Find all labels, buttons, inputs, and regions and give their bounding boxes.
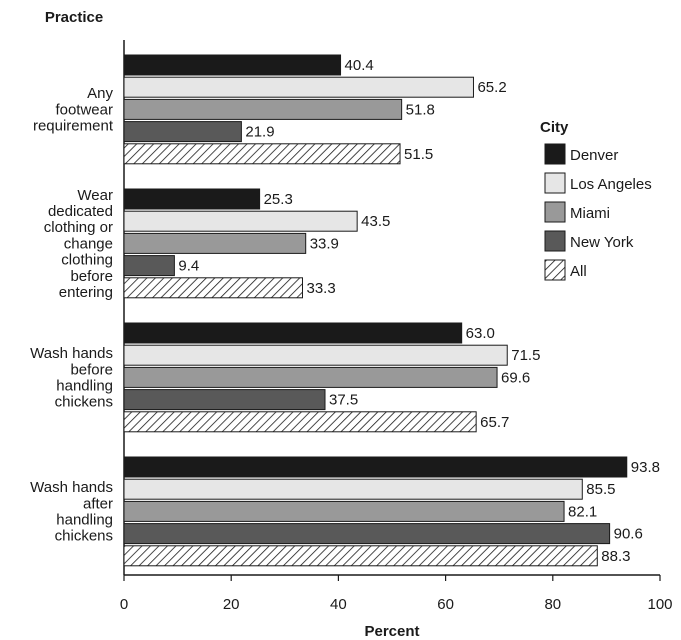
data-label: 69.6: [501, 369, 530, 386]
x-tick-label: 100: [647, 596, 672, 613]
legend-swatch-new-york: [544, 230, 566, 252]
bar-new-york: [123, 523, 611, 545]
category-label: chickens: [55, 528, 113, 545]
bar-new-york: [123, 389, 326, 411]
category-label: entering: [59, 284, 113, 301]
legend-label: New York: [570, 234, 634, 251]
legend-swatch-all: [544, 259, 566, 281]
data-label: 37.5: [329, 392, 358, 409]
x-axis-title: Percent: [364, 623, 419, 640]
bar-denver: [123, 54, 342, 76]
bar-all: [123, 277, 303, 299]
category-label: change: [64, 235, 113, 252]
y-axis-title: Practice: [45, 9, 103, 26]
x-tick-label: 20: [223, 596, 240, 613]
data-label: 25.3: [264, 191, 293, 208]
x-tick-label: 80: [544, 596, 561, 613]
data-label: 65.2: [477, 79, 506, 96]
data-label: 65.7: [480, 414, 509, 431]
bar-los-angeles: [123, 344, 508, 366]
bar-miami: [123, 500, 565, 522]
category-label: after: [83, 495, 113, 512]
bar-miami: [123, 98, 403, 120]
data-label: 90.6: [614, 526, 643, 543]
category-label: before: [70, 361, 113, 378]
data-label: 9.4: [178, 258, 199, 275]
legend-label: Los Angeles: [570, 176, 652, 193]
data-label: 33.3: [306, 280, 335, 297]
bar-denver: [123, 322, 463, 344]
legend-label: Miami: [570, 205, 610, 222]
category-label: clothing: [61, 252, 113, 269]
category-label: Wear: [77, 187, 113, 204]
data-label: 93.8: [631, 459, 660, 476]
data-label: 82.1: [568, 503, 597, 520]
legend-swatch-denver: [544, 143, 566, 165]
bar-los-angeles: [123, 210, 358, 232]
x-tick-label: 60: [437, 596, 454, 613]
category-label: before: [70, 268, 113, 285]
data-label: 40.4: [345, 57, 374, 74]
category-label: Wash hands: [30, 345, 113, 362]
legend-title: City: [540, 119, 569, 136]
bar-all: [123, 545, 598, 567]
bar-all: [123, 143, 401, 165]
category-label: footwear: [55, 101, 113, 118]
bar-miami: [123, 366, 498, 388]
plot-area: 0 20 40 60 80 100 40.4 65.2 51.8 21.9 51.5 Anyfootw…: [30, 40, 673, 613]
data-label: 21.9: [245, 124, 274, 141]
category-label: dedicated: [48, 203, 113, 220]
data-label: 51.8: [406, 101, 435, 118]
category-label: handling: [56, 378, 113, 395]
legend-label: All: [570, 263, 587, 280]
data-label: 85.5: [586, 481, 615, 498]
legend-swatch-los-angeles: [544, 172, 566, 194]
bar-los-angeles: [123, 478, 583, 500]
x-tick-label: 0: [120, 596, 128, 613]
category-label: clothing or: [44, 219, 113, 236]
bar-denver: [123, 188, 261, 210]
x-tick-label: 40: [330, 596, 347, 613]
data-label: 71.5: [511, 347, 540, 364]
data-label: 63.0: [466, 325, 495, 342]
bar-los-angeles: [123, 76, 474, 98]
data-label: 51.5: [404, 146, 433, 163]
bar-miami: [123, 232, 307, 254]
data-label: 88.3: [601, 548, 630, 565]
data-label: 33.9: [310, 235, 339, 252]
bar-new-york: [123, 121, 242, 143]
data-label: 43.5: [361, 213, 390, 230]
bar-denver: [123, 456, 628, 478]
legend-swatch-miami: [544, 201, 566, 223]
legend: City Denver Los Angeles Miami New York All: [540, 119, 652, 281]
category-label: Any: [87, 85, 113, 102]
bar-all: [123, 411, 477, 433]
category-label: requirement: [33, 118, 114, 135]
category-label: chickens: [55, 394, 113, 411]
category-label: Wash hands: [30, 479, 113, 496]
legend-label: Denver: [570, 147, 618, 164]
bar-new-york: [123, 255, 175, 277]
category-label: handling: [56, 512, 113, 529]
